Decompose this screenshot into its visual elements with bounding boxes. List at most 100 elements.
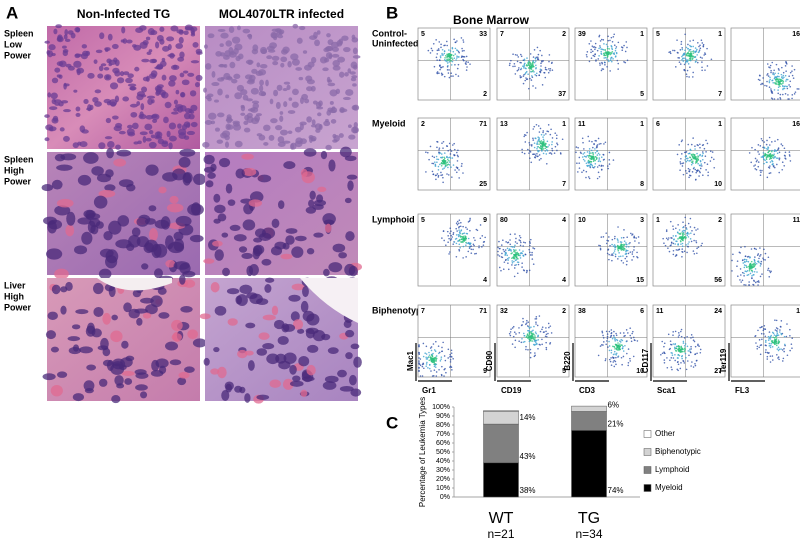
nucleus xyxy=(294,140,303,148)
nucleus xyxy=(348,134,356,140)
event-dot xyxy=(531,251,533,254)
event-dot xyxy=(438,59,441,61)
nucleus xyxy=(175,43,184,49)
nucleus xyxy=(344,263,356,276)
event-dot xyxy=(512,53,514,56)
event-dot xyxy=(443,163,446,165)
event-dot xyxy=(672,49,674,52)
event-dot xyxy=(513,62,516,65)
event-dot xyxy=(683,63,686,66)
event-dot xyxy=(608,349,611,352)
event-dot xyxy=(462,257,464,259)
nucleus xyxy=(218,157,231,168)
event-dot xyxy=(797,88,800,90)
event-dot xyxy=(548,326,550,329)
event-dot xyxy=(593,142,595,145)
event-dot xyxy=(607,59,610,61)
event-dot xyxy=(757,165,760,168)
nucleus xyxy=(74,245,88,255)
event-dot xyxy=(690,348,692,350)
event-dot xyxy=(753,258,756,261)
event-dot xyxy=(785,335,788,338)
nucleus xyxy=(323,120,331,127)
event-dot xyxy=(610,56,613,59)
nucleus xyxy=(73,60,82,68)
event-dot xyxy=(454,169,456,171)
event-dot xyxy=(754,157,757,160)
nucleus xyxy=(296,37,303,44)
nucleus xyxy=(231,36,241,44)
event-dot xyxy=(615,334,618,337)
event-dot xyxy=(451,176,453,178)
nucleus xyxy=(225,40,233,47)
event-dot xyxy=(760,332,763,335)
event-dot xyxy=(755,160,758,163)
event-dot xyxy=(541,143,544,145)
event-dot xyxy=(614,337,616,340)
event-dot xyxy=(771,79,773,82)
event-dot xyxy=(763,141,766,143)
nucleus xyxy=(224,141,230,148)
event-dot xyxy=(669,220,672,223)
event-dot xyxy=(604,141,607,144)
event-dot xyxy=(767,352,770,354)
event-dot xyxy=(707,171,710,174)
event-dot xyxy=(450,366,453,369)
event-dot xyxy=(522,320,525,323)
event-dot xyxy=(454,63,456,66)
event-dot xyxy=(462,225,464,228)
nucleus xyxy=(276,84,283,91)
nucleus xyxy=(190,121,198,128)
event-dot xyxy=(736,260,739,262)
event-dot xyxy=(687,43,689,46)
event-dot xyxy=(769,355,772,357)
event-dot xyxy=(425,353,428,355)
nucleus xyxy=(244,114,250,121)
event-dot xyxy=(603,143,605,145)
event-dot xyxy=(755,342,757,344)
event-dot xyxy=(661,340,664,343)
bar-segment xyxy=(483,423,519,464)
event-dot xyxy=(760,171,762,174)
event-dot xyxy=(447,163,450,166)
event-dot xyxy=(458,169,460,171)
event-dot xyxy=(518,340,520,343)
nucleus xyxy=(120,39,125,43)
nucleus xyxy=(316,194,324,203)
event-dot xyxy=(681,248,684,250)
event-dot xyxy=(780,73,783,76)
event-dot xyxy=(447,357,449,359)
event-dot xyxy=(555,137,558,140)
flow-plot: 13 17 xyxy=(496,117,570,191)
event-dot xyxy=(615,363,617,366)
event-dot xyxy=(764,84,766,87)
event-dot xyxy=(681,239,684,241)
event-dot xyxy=(532,128,535,130)
x-axis-label: CD3 xyxy=(579,386,596,395)
event-dot xyxy=(594,155,597,158)
event-dot xyxy=(539,49,541,52)
nucleus xyxy=(135,372,149,379)
event-dot xyxy=(547,130,550,133)
event-dot xyxy=(629,334,632,337)
nucleus xyxy=(149,228,158,242)
event-dot xyxy=(523,58,526,61)
event-dot xyxy=(617,226,619,228)
nucleus xyxy=(323,268,330,277)
event-dot xyxy=(437,176,440,178)
event-dot xyxy=(741,259,744,262)
event-dot xyxy=(451,356,453,358)
event-dot xyxy=(522,245,524,247)
event-dot xyxy=(581,156,584,158)
event-dot xyxy=(524,241,527,244)
event-dot xyxy=(685,73,688,76)
event-dot xyxy=(575,151,577,154)
event-dot xyxy=(551,69,554,71)
event-dot xyxy=(672,228,675,230)
event-dot xyxy=(702,45,705,48)
event-dot xyxy=(682,232,684,235)
event-dot xyxy=(596,166,599,168)
event-dot xyxy=(600,168,603,171)
event-dot xyxy=(610,364,613,366)
flow-plot: 38 610 xyxy=(574,304,648,378)
